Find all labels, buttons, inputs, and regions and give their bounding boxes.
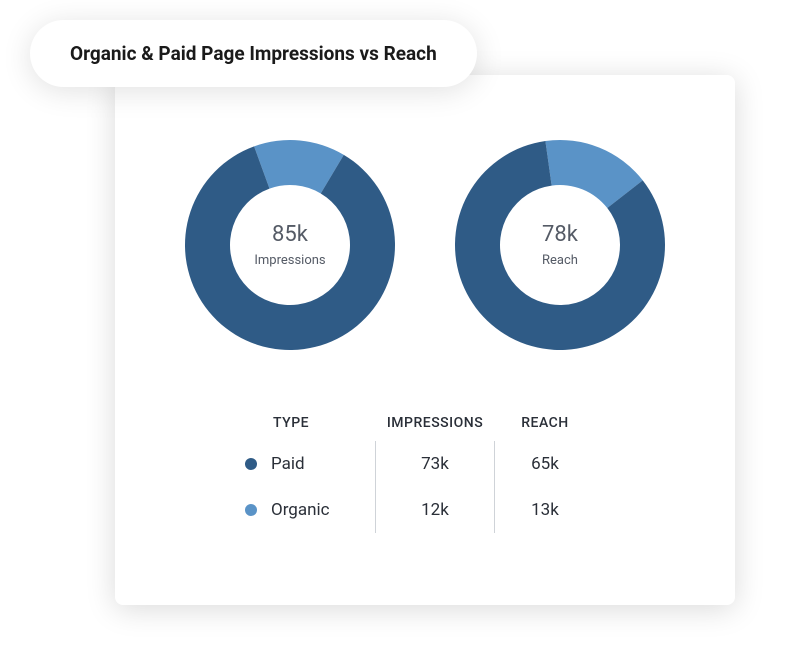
donut-svg [180, 135, 400, 355]
cell-reach: 65k [495, 441, 595, 487]
col-header-type: TYPE [235, 415, 375, 431]
table-header-row: TYPE IMPRESSIONS REACH [235, 405, 615, 441]
cell-type: Organic [235, 500, 375, 520]
cell-reach: 13k [495, 487, 595, 533]
legend-table: TYPE IMPRESSIONS REACH Paid 73k 65k Orga… [235, 405, 615, 533]
donut-impressions: 85k Impressions [180, 135, 400, 355]
cell-type: Paid [235, 454, 375, 474]
stats-card: 85k Impressions 78k Reach TYPE IMPRESSIO… [115, 75, 735, 605]
type-label: Organic [271, 500, 330, 520]
legend-swatch-icon [245, 458, 257, 470]
table-row: Paid 73k 65k [235, 441, 615, 487]
donut-svg [450, 135, 670, 355]
card-title: Organic & Paid Page Impressions vs Reach [70, 42, 437, 65]
col-header-reach: REACH [495, 415, 595, 431]
donut-row: 85k Impressions 78k Reach [115, 135, 735, 355]
legend-swatch-icon [245, 504, 257, 516]
cell-impressions: 12k [375, 487, 495, 533]
donut-reach: 78k Reach [450, 135, 670, 355]
table-row: Organic 12k 13k [235, 487, 615, 533]
type-label: Paid [271, 454, 305, 474]
col-header-impressions: IMPRESSIONS [375, 415, 495, 431]
title-pill: Organic & Paid Page Impressions vs Reach [30, 20, 477, 87]
table-body: Paid 73k 65k Organic 12k 13k [235, 441, 615, 533]
cell-impressions: 73k [375, 441, 495, 487]
